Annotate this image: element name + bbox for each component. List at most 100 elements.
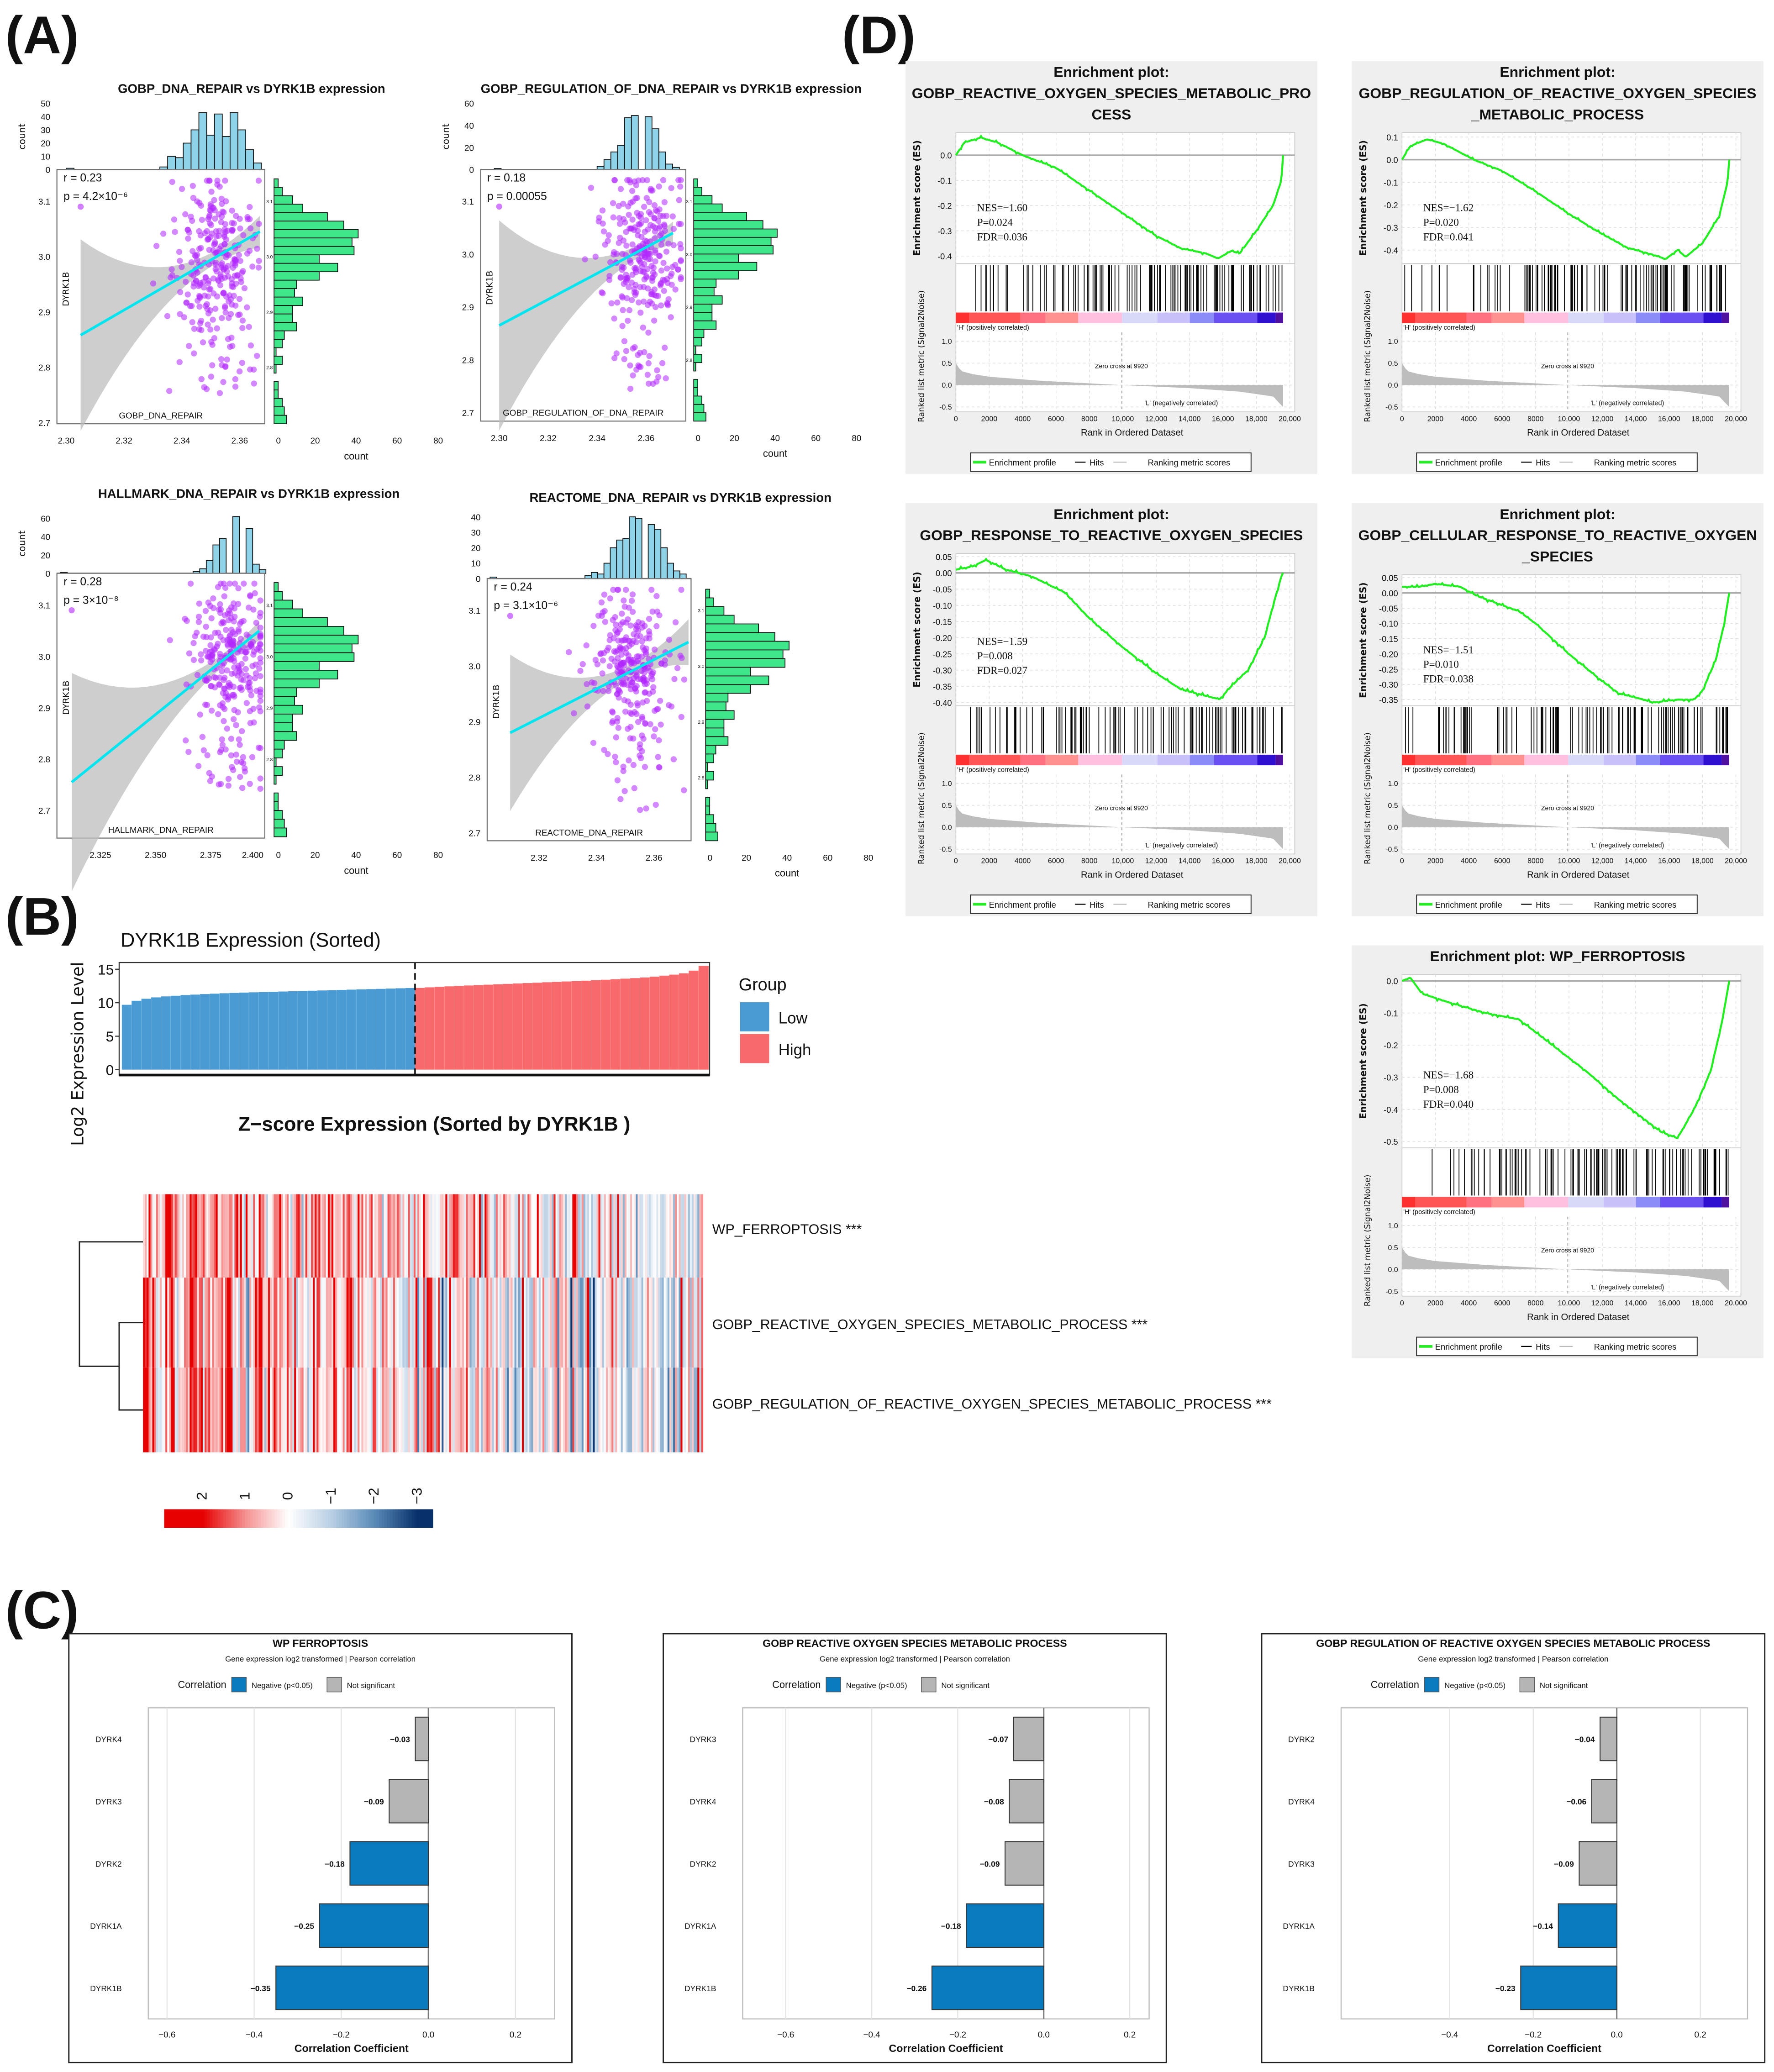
heatmap-cell [266, 1194, 268, 1278]
scatter-point [238, 279, 244, 285]
top-hist-bar [624, 117, 632, 170]
heatmap-cell [598, 1278, 601, 1368]
scatter-point [660, 260, 667, 266]
heatmap-cell [260, 1194, 263, 1278]
colorbar-segment [194, 1509, 197, 1528]
heatmap-cell [701, 1278, 704, 1368]
heatmap-cell [264, 1278, 267, 1368]
right-hist-bar [274, 415, 287, 424]
heatmap-cell [352, 1367, 354, 1452]
heatmap-cell [281, 1278, 284, 1368]
heatmap-cell [438, 1194, 440, 1278]
heatmap-cell [206, 1367, 209, 1452]
scatter-point [184, 618, 190, 624]
colorbar-segment [245, 1509, 248, 1528]
scatter-point [236, 252, 242, 258]
scatter-point [666, 636, 673, 643]
enrichment-title: Enrichment plot: [1053, 506, 1169, 522]
rank-color-segment [1636, 1197, 1660, 1208]
heatmap-cell [274, 1278, 276, 1368]
scatter-point [631, 286, 637, 292]
heatmap-cell [350, 1367, 353, 1452]
rank-tick-label: 18,000 [1245, 857, 1268, 865]
heatmap-cell [143, 1367, 145, 1452]
scatter-point [248, 692, 254, 699]
heatmap-cell [367, 1367, 369, 1452]
scatter-point [182, 279, 189, 285]
scatter-point [662, 344, 668, 351]
scatter-point [203, 386, 210, 392]
top-hist-bar [167, 156, 176, 170]
x-tick-label: 0.2 [1124, 2030, 1136, 2039]
heatmap-cell [315, 1194, 317, 1278]
heatmap-cell [249, 1194, 252, 1278]
heatmap-cell [238, 1278, 241, 1368]
heatmap-cell [303, 1194, 306, 1278]
top-hist-bar [190, 129, 200, 170]
heatmap-cell [397, 1367, 399, 1452]
heatmap-cell [202, 1278, 205, 1368]
heatmap-cell [458, 1194, 461, 1278]
scatter-plot-4: REACTOME_DNA_REPAIR vs DYRK1B expression… [469, 490, 873, 878]
heatmap-cell [430, 1367, 433, 1452]
right-hist-bar [693, 412, 706, 422]
scatter-point [641, 268, 647, 275]
scatter-point [652, 247, 658, 254]
heatmap-cell [499, 1194, 502, 1278]
x-tick-label: 0.0 [1611, 2030, 1623, 2039]
heatmap-cell [527, 1278, 530, 1368]
scatter-point [194, 672, 201, 678]
heatmap-cell [368, 1278, 371, 1368]
scatter-point [627, 385, 634, 392]
heatmap-cell [322, 1194, 325, 1278]
rank-color-segment [1275, 754, 1283, 766]
enrichment-stat: FDR=0.027 [977, 665, 1027, 677]
heatmap-cell [324, 1278, 326, 1368]
right-hist-bar [274, 212, 328, 222]
top-hist-bar [258, 569, 267, 574]
right-hist-bar [693, 220, 763, 230]
scatter-point [611, 316, 617, 322]
heatmap-cell [598, 1194, 601, 1278]
right-hist-bar [705, 675, 769, 685]
heatmap-cell [675, 1367, 677, 1452]
scatter-point [171, 216, 178, 223]
rank-tick-label: 10,000 [1112, 415, 1134, 423]
scatter-point [212, 262, 219, 268]
panel-label-a: (A) [5, 5, 79, 64]
right-hist-bar [274, 819, 285, 829]
heatmap-cell [275, 1367, 278, 1452]
heatmap-cell [626, 1278, 629, 1368]
right-hist-xlabel: count [344, 450, 368, 462]
correlation-bar-chart-3: GOBP REGULATION OF REACTIVE OXYGEN SPECI… [1261, 1633, 1766, 2063]
scatter-point [656, 764, 663, 771]
heatmap-cell [264, 1194, 267, 1278]
scatter-point [195, 619, 202, 625]
scatter-point [243, 700, 250, 706]
heatmap-cell [679, 1367, 681, 1452]
rank-tick-label: 8000 [1527, 857, 1544, 865]
heatmap-cell [309, 1194, 311, 1278]
scatter-point [236, 736, 242, 743]
heatmap-cell [591, 1278, 593, 1368]
top-hist-bar [631, 115, 639, 170]
scatter-point [177, 289, 184, 295]
enrichment-score-curve [1401, 138, 1731, 260]
heatmap-cell [307, 1367, 310, 1452]
heatmap-cell [497, 1367, 500, 1452]
heatmap-cell [555, 1278, 558, 1368]
heatmap-cell [286, 1367, 289, 1452]
scatter-point [244, 304, 250, 310]
right-hist-bar [693, 228, 778, 238]
heatmap-cell [682, 1367, 685, 1452]
colorbar-segment [336, 1509, 339, 1528]
right-hist-bar [693, 320, 717, 330]
heatmap-cell [682, 1278, 685, 1368]
scatter-point [230, 643, 237, 650]
scatter-point [219, 315, 225, 321]
heatmap-cell [288, 1194, 291, 1278]
colorbar-segment [358, 1509, 361, 1528]
scatter-point [648, 587, 655, 593]
heatmap-cell [384, 1194, 386, 1278]
heatmap-cell [641, 1278, 644, 1368]
